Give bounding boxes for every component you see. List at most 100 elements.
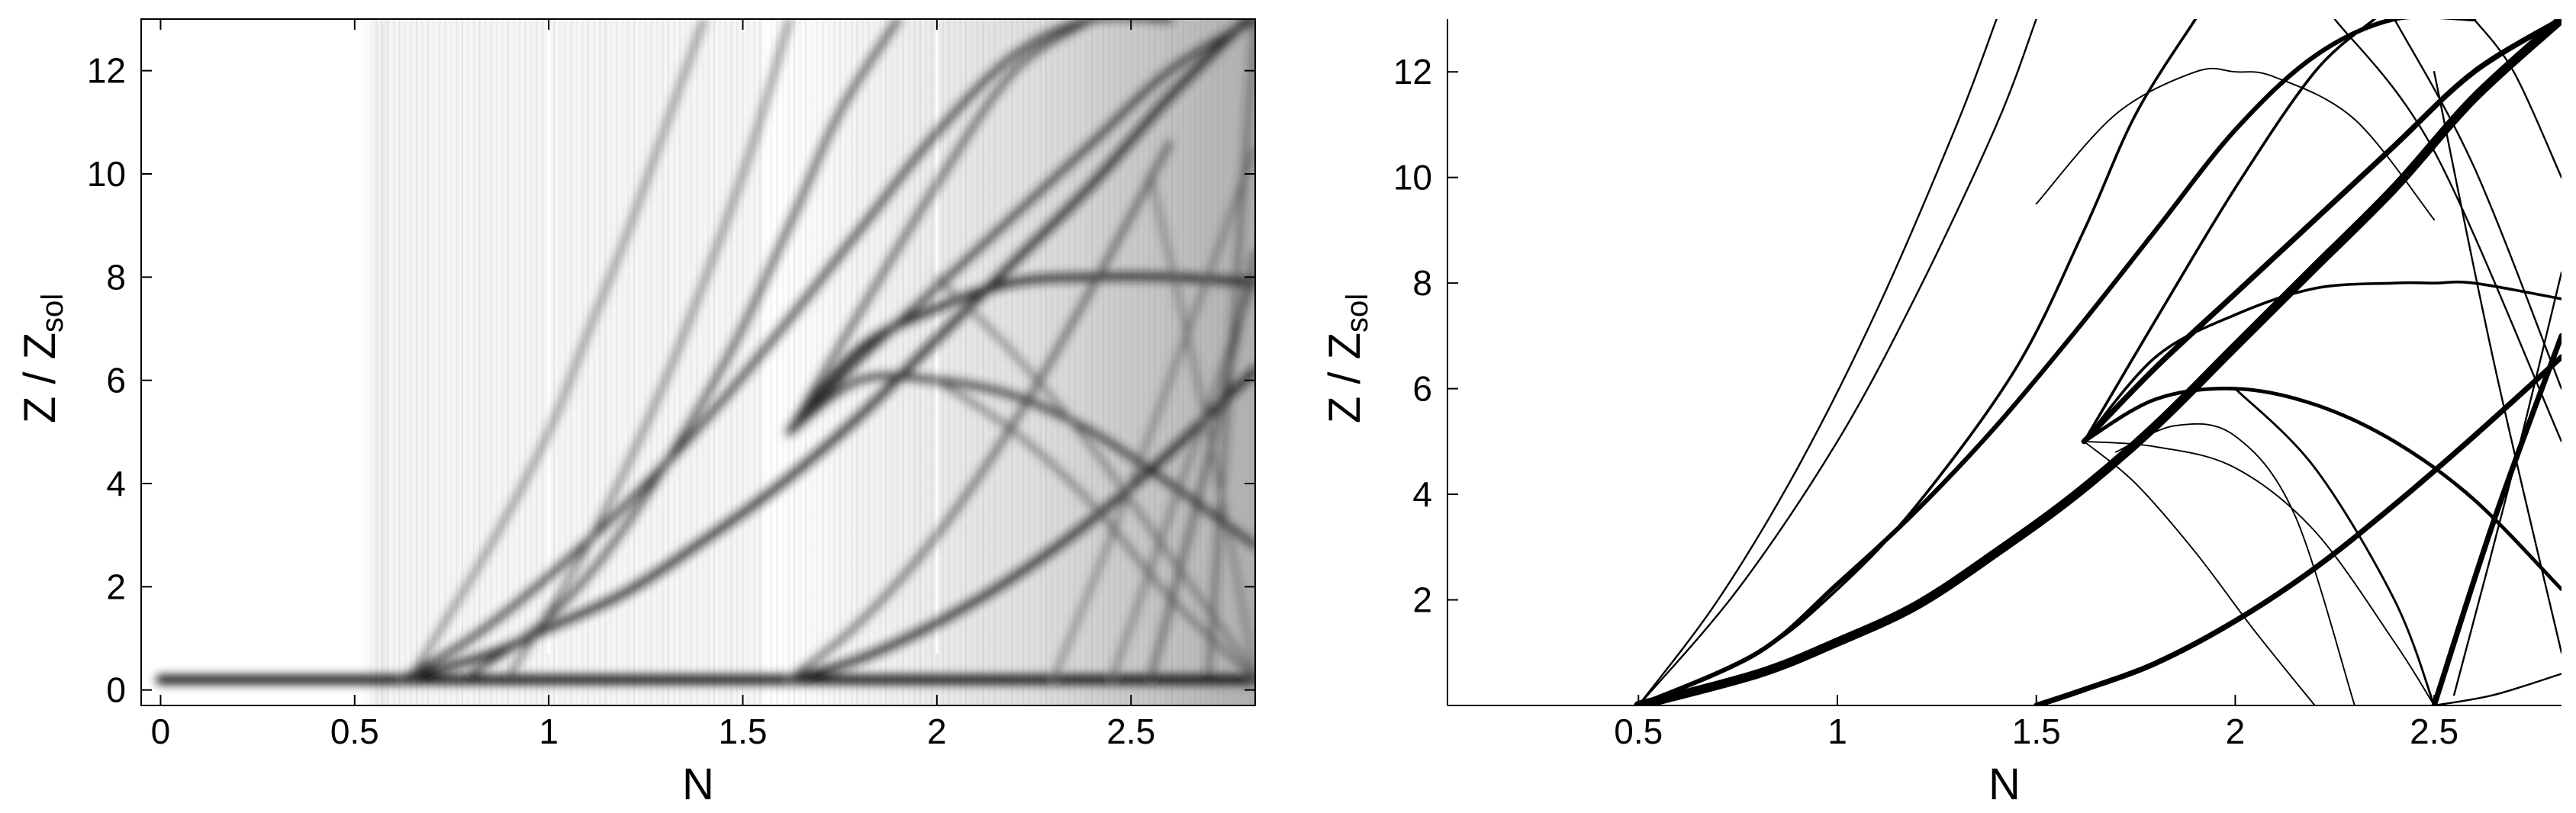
heatmap-texture-stripe	[656, 19, 658, 705]
left-x-tick-label: 0.5	[330, 712, 379, 751]
left-y-tick-label: 12	[87, 51, 126, 91]
right-y-tick-label: 2	[1412, 580, 1432, 620]
heatmap-texture-stripe	[1034, 19, 1035, 705]
heatmap-texture-stripe	[382, 19, 383, 705]
heatmap-texture-stripe	[524, 19, 526, 705]
line-series-10	[2083, 440, 2436, 705]
heatmap-texture-stripe	[919, 19, 921, 705]
left-x-tick-label: 1.5	[719, 712, 768, 751]
heatmap-texture-stripe	[1085, 19, 1087, 705]
heatmap-band-12	[935, 378, 1255, 682]
heatmap-texture-stripe	[456, 19, 458, 705]
heatmap-texture-stripe	[1171, 19, 1173, 705]
heatmap-texture-stripe	[885, 19, 887, 705]
heatmap-texture-stripe	[959, 19, 961, 705]
heatmap-band-3	[411, 19, 707, 677]
heatmap-texture-stripe	[633, 19, 635, 705]
line-background	[1447, 19, 2562, 705]
heatmap-texture-stripe	[604, 19, 607, 705]
heatmap-texture-stripe	[707, 19, 710, 705]
heatmap-texture-stripe	[507, 19, 509, 705]
right-y-axis-title: Z / Zsol	[1320, 294, 1374, 423]
line-panel: 0.5 1 1.5 2 2.5 2 4 6 8 10 12 N Z / Zsol	[1320, 19, 2562, 809]
heatmap-texture-stripe	[691, 19, 692, 705]
heatmap-texture-stripe	[897, 19, 898, 705]
heatmap-texture-stripe	[702, 19, 704, 705]
heatmap-band-16	[1148, 249, 1255, 682]
heatmap-texture-stripe	[794, 19, 795, 705]
heatmap-texture-stripe	[988, 19, 990, 705]
heatmap-texture-stripe	[439, 19, 440, 705]
heatmap-texture-stripe	[473, 19, 475, 705]
heatmap-texture-stripe	[719, 19, 721, 705]
heatmap-texture-stripe	[650, 19, 652, 705]
right-y-tick-label: 12	[1393, 52, 1432, 92]
heatmap-texture-stripe	[787, 19, 790, 705]
line-series-6	[2082, 387, 2562, 592]
line-series-2	[1637, 19, 1998, 705]
heatmap-band-14	[1051, 146, 1255, 682]
heatmap-texture-stripe	[1045, 19, 1047, 705]
line-series-18	[2433, 71, 2562, 654]
line-series-7	[2082, 280, 2562, 443]
heatmap-texture-stripe	[868, 19, 870, 705]
right-y-ticks: 2 4 6 8 10 12	[1393, 52, 1458, 620]
heatmap-texture-stripe	[1206, 19, 1207, 705]
right-x-tick-label: 2.5	[2410, 712, 2458, 751]
heatmap-texture-stripe	[730, 19, 733, 705]
left-plot-frame	[140, 18, 1256, 706]
line-series-17	[2431, 333, 2562, 705]
heatmap-band-4	[469, 19, 901, 677]
heatmap-texture-stripe	[1217, 19, 1219, 705]
heatmap-texture-stripe	[485, 19, 486, 705]
heatmap-texture-stripe	[931, 19, 932, 705]
heatmap-texture-stripe	[599, 19, 601, 705]
heatmap-texture-stripe	[1188, 19, 1190, 705]
heatmap-texture-stripe	[1199, 19, 1202, 705]
heatmap-texture-stripe	[1074, 19, 1076, 705]
heatmap-gap-line	[547, 19, 551, 654]
heatmap-texture-stripe	[759, 19, 761, 705]
heatmap-texture-stripe	[496, 19, 497, 705]
heatmap-texture-stripe	[616, 19, 618, 705]
line-series-11	[2083, 440, 2316, 705]
left-y-ticks: 0 2 4 6 8 10 12	[87, 51, 1255, 710]
heatmap-texture-stripe	[1096, 19, 1099, 705]
left-y-axis-title: Z / Zsol	[15, 294, 69, 423]
right-y-tick-label: 10	[1393, 158, 1432, 198]
heatmap-texture-stripe	[908, 19, 910, 705]
heatmap-texture-stripe	[450, 19, 452, 705]
line-series-19	[2473, 19, 2562, 178]
heatmap-texture-stripe	[1183, 19, 1184, 705]
heatmap-texture-stripe	[1080, 19, 1081, 705]
heatmap-texture-stripe	[1148, 19, 1150, 705]
heatmap-texture-stripe	[553, 19, 555, 705]
left-x-tick-label: 2.5	[1106, 712, 1155, 751]
right-x-tick-label: 1.5	[2012, 712, 2061, 751]
line-series-15	[2433, 673, 2562, 705]
heatmap-texture-stripe	[530, 19, 532, 705]
heatmap-texture-stripe	[501, 19, 504, 705]
heatmap-texture-stripe	[742, 19, 744, 705]
heatmap-stripes	[370, 19, 1225, 705]
heatmap-texture-stripe	[1142, 19, 1145, 705]
heatmap-texture-stripe	[444, 19, 446, 705]
heatmap-texture-stripe	[771, 19, 772, 705]
heatmap-texture-stripe	[1211, 19, 1213, 705]
heatmap-texture-stripe	[1039, 19, 1042, 705]
left-x-axis-title: N	[682, 760, 714, 809]
heatmap-band-8	[786, 19, 1255, 435]
heatmap-texture-stripe	[874, 19, 875, 705]
heatmap-band-2	[398, 19, 1174, 683]
heatmap-texture-stripe	[570, 19, 572, 705]
heatmap-texture-stripe	[1028, 19, 1030, 705]
heatmap-texture-stripe	[622, 19, 623, 705]
left-y-tick-label: 2	[106, 567, 126, 606]
heatmap-texture-stripe	[662, 19, 664, 705]
heatmap-texture-stripe	[799, 19, 801, 705]
heatmap-texture-stripe	[748, 19, 749, 705]
heatmap-texture-stripe	[1131, 19, 1133, 705]
left-y-axis-title-sub: sol	[36, 294, 69, 333]
heatmap-texture-stripe	[559, 19, 561, 705]
